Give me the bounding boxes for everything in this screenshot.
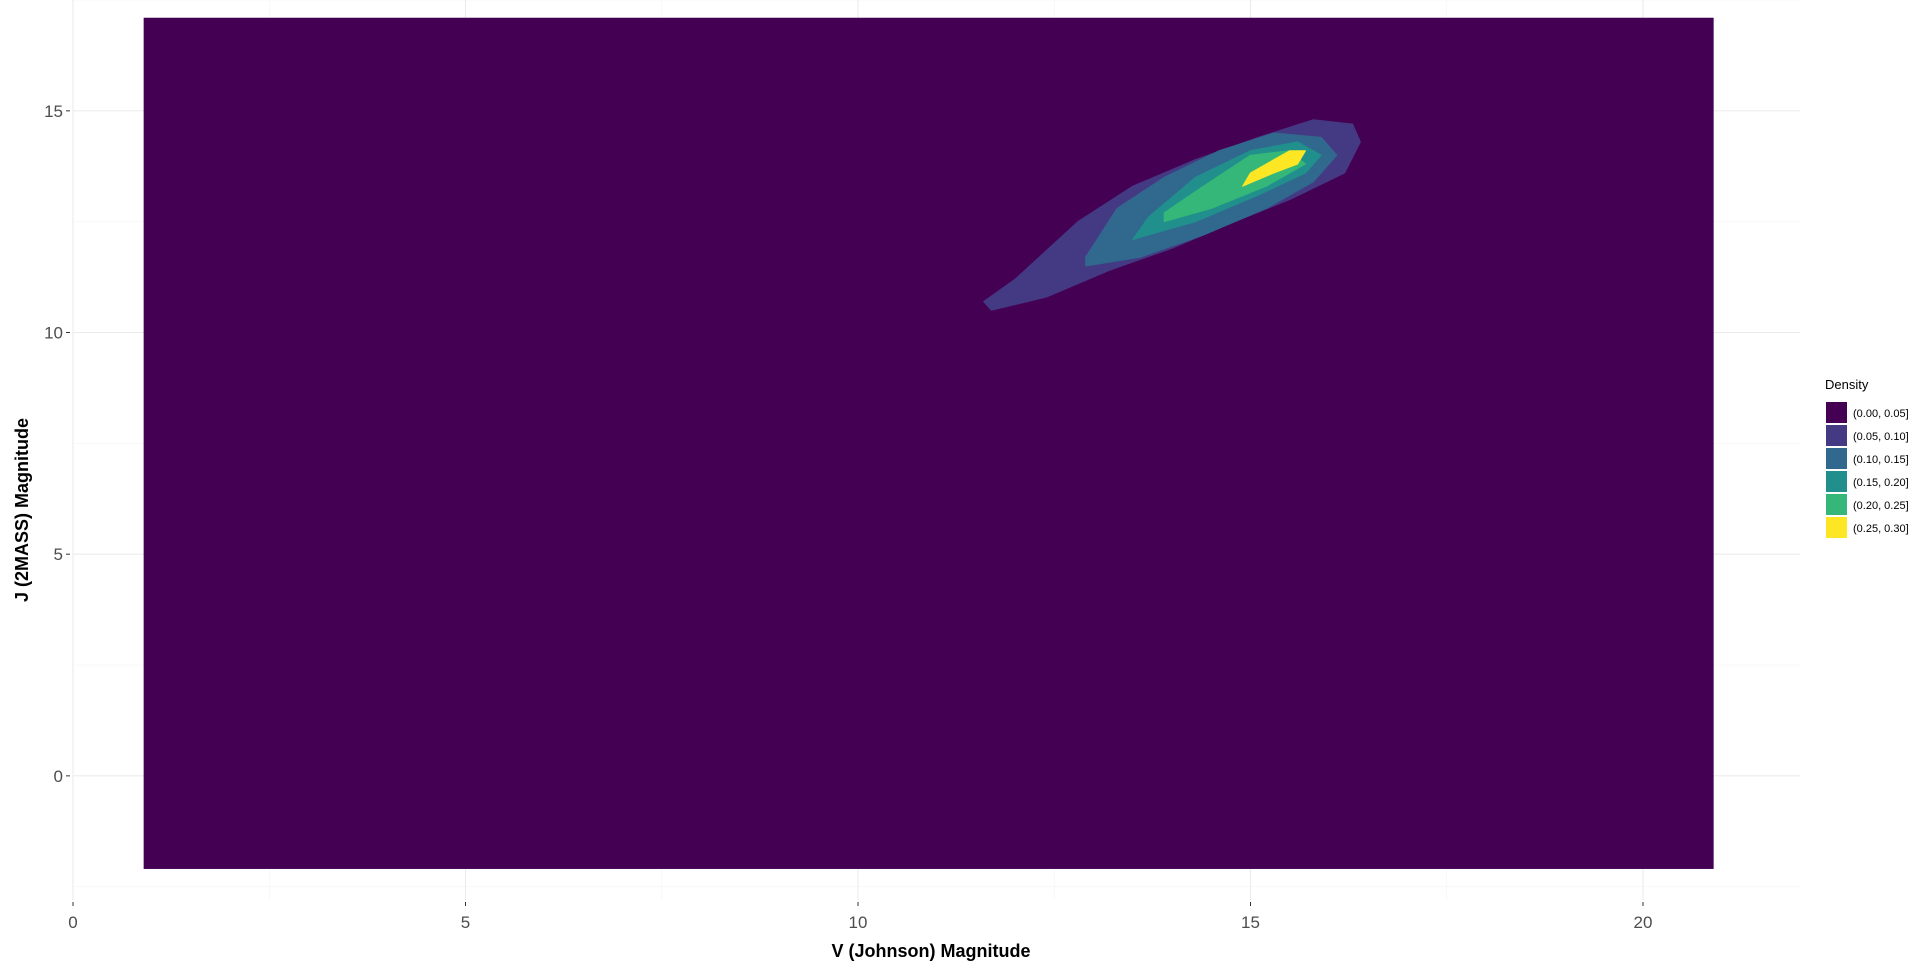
density-band-5 [1242, 150, 1306, 187]
legend-label: (0.25, 0.30] [1853, 523, 1909, 535]
x-tick-label: 0 [68, 913, 77, 932]
density-band-0.00-0.05 [143, 17, 1714, 869]
density-contours [143, 17, 1714, 869]
y-tick-label: 5 [54, 545, 63, 564]
y-tick-label: 0 [54, 767, 63, 786]
x-axis-title: V (Johnson) Magnitude [832, 941, 1031, 961]
y-axis-title: J (2MASS) Magnitude [12, 418, 32, 602]
legend-title: Density [1825, 377, 1869, 392]
legend: Density (0.00, 0.05] (0.05, 0.10] (0.10, 0… [1825, 377, 1909, 538]
legend-label: (0.20, 0.25] [1853, 500, 1909, 512]
y-tick-label: 10 [44, 324, 63, 343]
legend-swatch [1826, 471, 1847, 492]
legend-swatch [1826, 517, 1847, 538]
y-tick-label: 15 [44, 102, 63, 121]
x-tick-label: 5 [461, 913, 470, 932]
legend-swatch [1826, 448, 1847, 469]
legend-label: (0.15, 0.20] [1853, 477, 1909, 489]
x-tick-label: 10 [849, 913, 868, 932]
legend-label: (0.00, 0.05] [1853, 408, 1909, 420]
axis-ticks: 0 5 10 15 20 0 5 10 15 [44, 102, 1652, 932]
x-tick-label: 15 [1241, 913, 1260, 932]
legend-label: (0.05, 0.10] [1853, 431, 1909, 443]
legend-swatch [1826, 425, 1847, 446]
x-tick-label: 20 [1634, 913, 1653, 932]
legend-swatch [1826, 402, 1847, 423]
legend-label: (0.10, 0.15] [1853, 454, 1909, 466]
legend-swatch [1826, 494, 1847, 515]
